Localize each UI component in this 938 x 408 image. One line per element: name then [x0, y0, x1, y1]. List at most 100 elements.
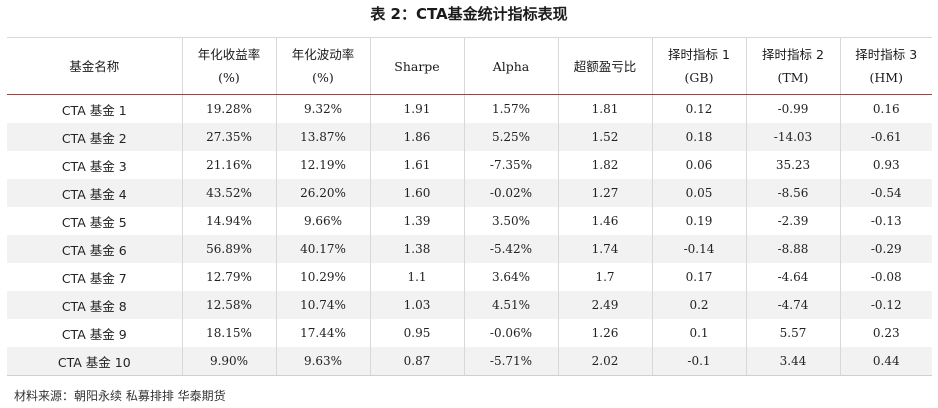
table-cell: 1.27	[557, 179, 652, 207]
table-cell: 1.74	[557, 235, 652, 263]
column-header-label: 超额盈亏比	[573, 58, 637, 74]
table-row: CTA 基金 3 21.16% 12.19% 1.61 -7.35% 1.82 0.06 35…	[7, 151, 932, 179]
table-row: CTA 基金 1 19.28% 9.32% 1.91 1.57% 1.81 0.12 -0.9…	[7, 94, 932, 123]
table-cell: 2.49	[557, 291, 652, 319]
table-cell: 1.91	[369, 94, 464, 123]
table-cell: 1.60	[369, 179, 464, 207]
fund-name-cell: CTA 基金 4	[7, 179, 182, 207]
table-cell: 5.57	[745, 319, 840, 347]
column-header-unit: (GB)	[684, 70, 714, 85]
cta-stats-table: 基金名称 年化收益率 (%) 年化波动率 (%) Sharpe Alpha 超额盈亏比 择时指标…	[7, 37, 932, 376]
table-cell: 0.93	[839, 151, 932, 179]
table-cell: -0.06%	[463, 319, 558, 347]
table-cell: 3.44	[745, 347, 840, 376]
table-cell: -8.56	[745, 179, 840, 207]
table-cell: -7.35%	[463, 151, 558, 179]
table-cell: -0.99	[745, 94, 840, 123]
table-row: CTA 基金 5 14.94% 9.66% 1.39 3.50% 1.46 0.19 -2.3…	[7, 207, 932, 235]
table-cell: 1.61	[369, 151, 464, 179]
table-row: CTA 基金 2 27.35% 13.87% 1.86 5.25% 1.52 0.18 -14…	[7, 123, 932, 151]
table-cell: 0.87	[369, 347, 464, 376]
fund-name-cell: CTA 基金 8	[7, 291, 182, 319]
table-cell: 9.90%	[181, 347, 276, 376]
fund-name-cell: CTA 基金 10	[7, 347, 182, 376]
table-cell: 17.44%	[275, 319, 370, 347]
table-cell: 0.23	[839, 319, 932, 347]
fund-name-cell: CTA 基金 6	[7, 235, 182, 263]
fund-name-cell: CTA 基金 3	[61, 158, 127, 174]
table-row: CTA 基金 7 12.79% 10.29% 1.1 3.64% 1.7 0.17 -4.64…	[7, 263, 932, 291]
table-title: 表 2：CTA基金统计指标表现	[370, 5, 568, 23]
table-cell: 1.46	[557, 207, 652, 235]
table-cell: 10.74%	[275, 291, 370, 319]
table-row: CTA 基金 4 43.52% 26.20% 1.60 -0.02% 1.27 0.05 -8…	[7, 179, 932, 207]
table-cell: -0.1	[651, 347, 746, 376]
table-cell: -0.08	[839, 263, 932, 291]
table-cell: -5.42%	[463, 235, 558, 263]
table-cell: 0.1	[651, 319, 746, 347]
table-cell: 12.19%	[275, 151, 370, 179]
fund-name-cell: CTA 基金 2	[7, 123, 182, 151]
table-row: CTA 基金 6 56.89% 40.17% 1.38 -5.42% 1.74 -0.14-…	[7, 235, 932, 263]
table-cell: 9.32%	[275, 94, 370, 123]
column-header-unit: (%)	[218, 70, 240, 85]
table-cell: 1.57%	[463, 94, 558, 123]
table-cell: 0.17	[651, 263, 746, 291]
column-header-label: 年化波动率	[291, 47, 355, 62]
column-header-label: 择时指标 1	[668, 47, 730, 62]
table-row: CTA 基金 10 9.90% 9.63% 0.87 -5.71% 2.02 -0.1 3.4…	[7, 347, 932, 376]
table-cell: 0.44	[839, 347, 932, 376]
table-cell: 0.06	[651, 151, 746, 179]
table-cell: 35.23	[745, 151, 840, 179]
table-row: CTA 基金 9 18.15% 17.44% 0.95 -0.06% 1.26 0.1 5.5…	[7, 319, 932, 347]
column-header: 择时指标 3 (HM)	[839, 37, 932, 95]
column-header: 基金名称	[7, 37, 182, 95]
table-cell: 1.26	[557, 319, 652, 347]
column-header-unit: (HM)	[869, 70, 903, 85]
table-cell: 56.89%	[181, 235, 276, 263]
column-header: Sharpe	[369, 37, 464, 95]
table-cell: 0.12	[651, 94, 746, 123]
table-cell: -0.02%	[463, 179, 558, 207]
table-cell: 19.28%	[181, 94, 276, 123]
table-cell: 1.39	[369, 207, 464, 235]
fund-name-cell: CTA 基金 9	[61, 326, 127, 342]
table-cell: 1.52	[557, 123, 652, 151]
table-cell: 0.18	[651, 123, 746, 151]
fund-name-cell: CTA 基金 7	[61, 270, 127, 286]
table-cell: 2.02	[557, 347, 652, 376]
table-cell: -4.64	[745, 263, 840, 291]
column-header-unit: (%)	[312, 70, 334, 85]
column-header-label: Sharpe	[394, 58, 440, 74]
table-cell: 1.81	[557, 94, 652, 123]
column-header: 年化收益率 (%)	[181, 37, 276, 95]
table-cell: -8.88	[745, 235, 840, 263]
column-header-label: 择时指标 2	[762, 47, 824, 62]
table-cell: 4.51%	[463, 291, 558, 319]
table-cell: -0.54	[839, 179, 932, 207]
table-cell: 27.35%	[181, 123, 276, 151]
table-cell: -5.71%	[463, 347, 558, 376]
table-cell: 10.29%	[275, 263, 370, 291]
column-header-label: 择时指标 3	[855, 47, 918, 62]
table-header: 基金名称 年化收益率 (%) 年化波动率 (%) Sharpe Alpha 超额盈亏比 择时指标…	[7, 37, 932, 95]
table-cell: 9.63%	[275, 347, 370, 376]
column-header-label: 基金名称	[69, 58, 120, 74]
table-cell: 43.52%	[181, 179, 276, 207]
column-header: 择时指标 2 (TM)	[745, 37, 840, 95]
column-header-label: 年化收益率	[197, 47, 261, 62]
table-body: CTA 基金 1 19.28% 9.32% 1.91 1.57% 1.81 0.12 -0.9…	[7, 94, 932, 376]
table-cell: -0.61	[839, 123, 932, 151]
table-cell: 0.16	[839, 94, 932, 123]
table-cell: 1.03	[369, 291, 464, 319]
fund-name-cell: CTA 基金 1	[61, 102, 127, 118]
table-cell: 0.2	[651, 291, 746, 319]
table-cell: 0.95	[369, 319, 464, 347]
table-cell: -14.03	[745, 123, 840, 151]
column-header: 年化波动率 (%)	[275, 37, 370, 95]
table-cell: -0.12	[839, 291, 932, 319]
table-cell: -4.74	[745, 291, 840, 319]
table-cell: 1.1	[369, 263, 464, 291]
table-cell: 0.05	[651, 179, 746, 207]
table-cell: 9.66%	[275, 207, 370, 235]
